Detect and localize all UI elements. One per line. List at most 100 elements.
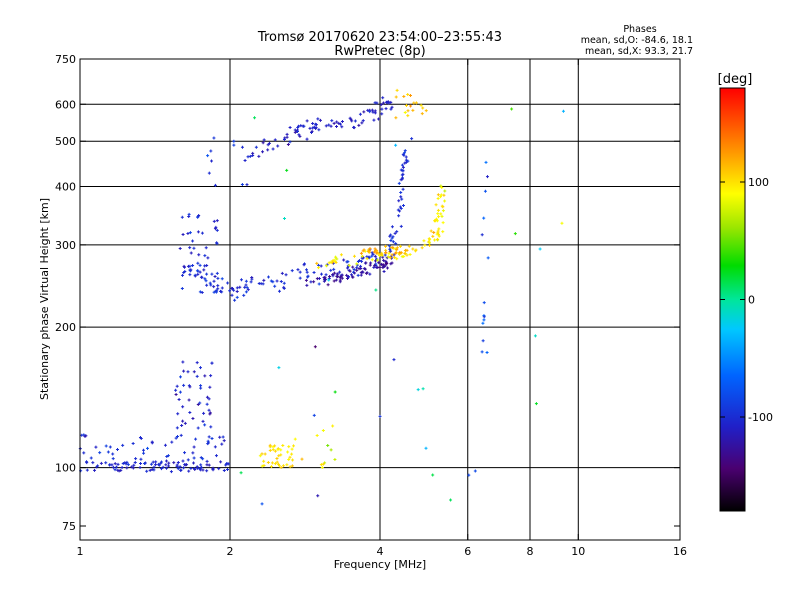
data-point [98,451,102,455]
data-point [305,268,309,272]
data-point [139,436,143,440]
data-point [335,120,339,124]
data-point [202,268,206,272]
data-point [139,461,143,465]
data-point [206,154,210,158]
data-point [399,191,403,195]
data-point [314,126,318,130]
data-point [193,274,197,278]
data-point [292,444,296,448]
data-point [275,460,279,464]
data-point [397,181,401,185]
data-point [392,358,396,362]
data-point [183,451,187,455]
data-point [226,281,230,285]
data-point [186,370,190,374]
data-point [266,143,270,147]
data-point [262,459,266,463]
data-point [483,189,487,193]
data-point [324,278,328,282]
x-tick-label: 2 [227,545,234,558]
data-point [99,461,103,465]
data-point [332,258,336,262]
data-point [202,411,206,415]
data-point [295,129,299,133]
data-point [389,107,393,111]
data-point [276,448,280,452]
data-point [115,447,119,451]
data-point [421,106,425,110]
data-point [203,374,207,378]
data-point [178,465,182,469]
data-point [401,165,405,169]
data-point [270,461,274,465]
data-point [203,277,207,281]
data-point [335,257,339,261]
data-point [397,199,401,203]
data-point [205,264,209,268]
data-point [187,212,191,216]
data-point [216,287,220,291]
data-point [384,262,388,266]
data-point [387,101,391,105]
data-point [333,390,337,394]
data-point [434,219,438,223]
data-point [191,239,195,243]
data-point [271,280,275,284]
data-point [132,463,136,467]
data-point [225,462,229,466]
data-point [352,254,356,258]
data-point [441,209,445,213]
data-point [266,275,270,279]
data-point [345,266,349,270]
data-point [221,435,225,439]
data-point [181,360,185,364]
data-point [351,275,355,279]
data-point [394,95,398,99]
data-point [207,408,211,412]
data-point [212,136,216,140]
data-point [377,117,381,121]
data-point [114,465,118,469]
data-point [244,279,248,283]
data-point [416,388,420,392]
data-point [373,254,377,258]
colorbar-tick-label: -100 [748,411,773,424]
axis-ticks: 1 2 4 6 8 10 16 75 100 200 300 400 500 600 750 [55,53,687,558]
data-point [181,233,185,237]
data-point [401,168,405,172]
data-point [389,249,393,253]
data-point [360,259,364,263]
data-point [275,456,279,460]
data-point [340,120,344,124]
data-point [262,278,266,282]
data-point [371,110,375,114]
data-point [189,466,193,470]
data-point [271,147,275,151]
data-point [368,272,372,276]
data-point [364,271,368,275]
data-point [312,280,316,284]
data-point [205,395,209,399]
data-point [232,143,236,147]
data-point [165,466,169,470]
data-point [145,469,149,473]
data-point [175,426,179,430]
data-point [305,119,309,123]
data-point [350,119,354,123]
data-point [285,132,289,136]
data-point [259,282,263,286]
data-point [121,443,125,447]
data-point [244,283,248,287]
data-point [216,284,220,288]
y-tick-label: 500 [55,135,76,148]
data-point [242,293,246,297]
data-point [513,232,517,236]
data-point [342,258,346,262]
y-tick-label: 300 [55,239,76,252]
data-point [233,298,237,302]
data-point [405,248,409,252]
data-point [401,204,405,208]
data-point [176,412,180,416]
data-point [395,88,399,92]
